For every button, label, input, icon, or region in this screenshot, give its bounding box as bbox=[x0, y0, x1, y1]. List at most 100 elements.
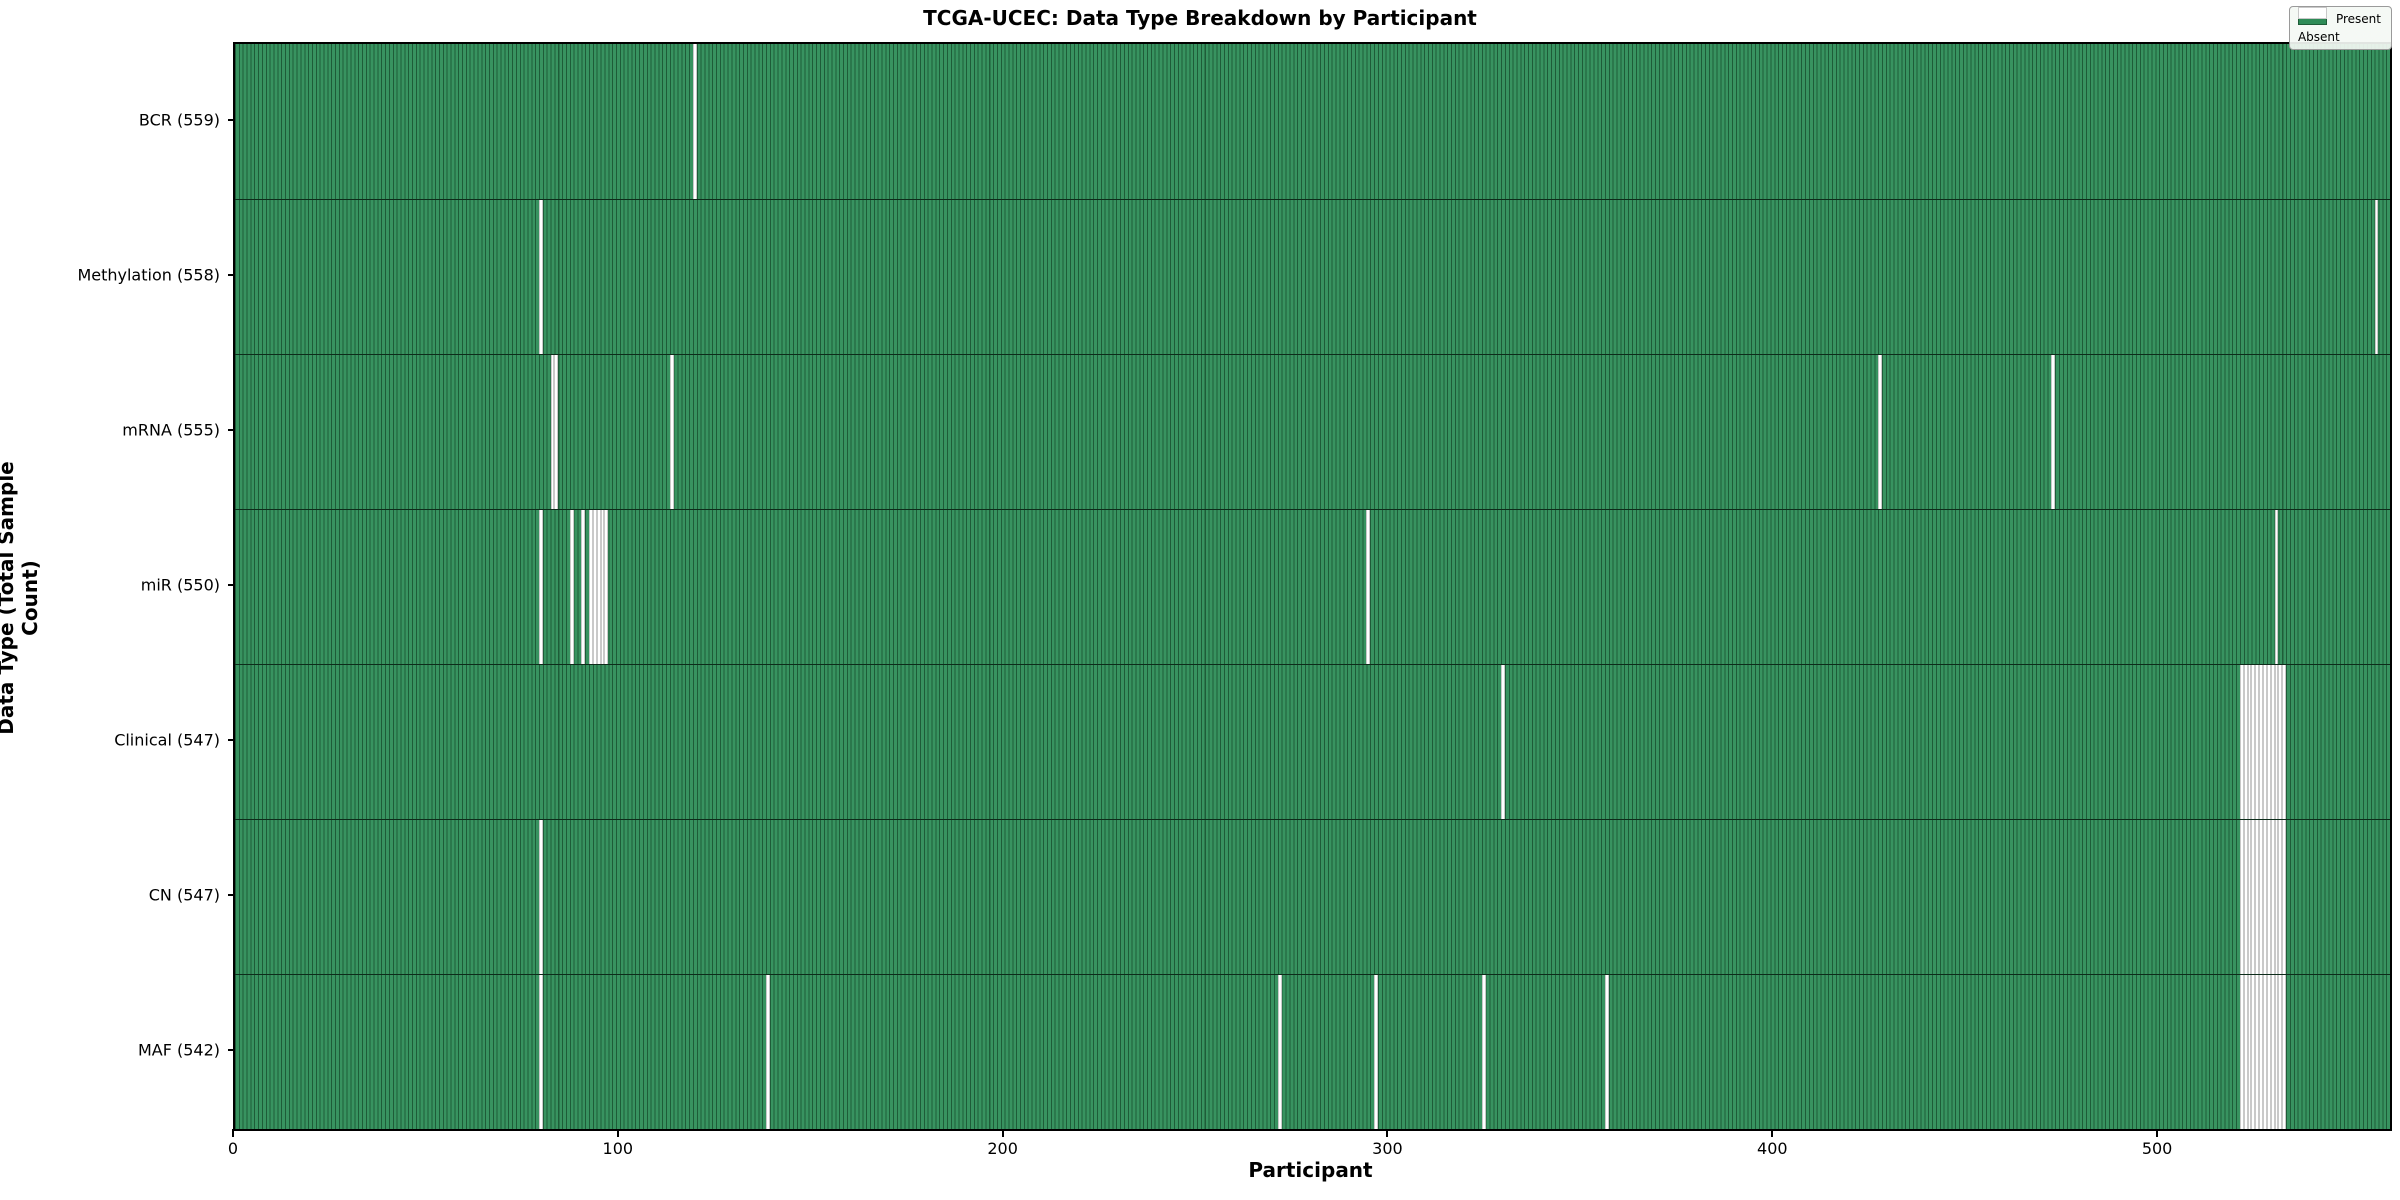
legend-absent-label: Absent bbox=[2297, 30, 2340, 44]
y-axis-label: Data Type (Total Sample Count) bbox=[0, 461, 42, 735]
absent-cell bbox=[2266, 820, 2271, 974]
absent-cell bbox=[2251, 975, 2256, 1129]
absent-cell bbox=[2259, 820, 2263, 974]
row-Clinical bbox=[235, 664, 2390, 819]
absent-cell bbox=[539, 510, 543, 664]
absent-cell bbox=[2282, 820, 2287, 974]
absent-swatch-icon bbox=[2297, 7, 2327, 19]
absent-cell bbox=[2255, 665, 2260, 819]
absent-cell bbox=[2270, 665, 2275, 819]
absent-cell bbox=[2263, 975, 2267, 1129]
absent-cell bbox=[550, 355, 555, 509]
absent-cell bbox=[2255, 975, 2260, 1129]
x-tick-label-100: 100 bbox=[602, 1139, 634, 1158]
absent-cell bbox=[2239, 665, 2244, 819]
absent-cell bbox=[2251, 820, 2256, 974]
absent-cell bbox=[2247, 820, 2252, 974]
absent-cell bbox=[589, 510, 593, 664]
y-tick-mark bbox=[228, 583, 235, 586]
y-tick-mark bbox=[228, 118, 235, 121]
row-BCR bbox=[235, 44, 2390, 199]
absent-cell bbox=[2259, 975, 2263, 1129]
y-tick-label-Methylation: Methylation (558) bbox=[77, 265, 220, 284]
absent-cell bbox=[2282, 665, 2287, 819]
absent-cell bbox=[2278, 820, 2283, 974]
absent-cell bbox=[604, 510, 609, 664]
x-tick-label-0: 0 bbox=[227, 1139, 239, 1158]
x-tick-mark bbox=[2156, 1129, 2159, 1137]
absent-cell bbox=[2278, 665, 2283, 819]
absent-cell bbox=[2274, 510, 2279, 664]
absent-cell bbox=[2274, 665, 2279, 819]
x-tick-label-400: 400 bbox=[1757, 1139, 1788, 1158]
absent-cell bbox=[539, 820, 543, 974]
absent-cell bbox=[1878, 355, 1883, 509]
legend: Present Absent bbox=[2288, 6, 2392, 50]
absent-cell bbox=[2374, 200, 2379, 354]
x-tick-mark bbox=[232, 1129, 234, 1137]
absent-cell bbox=[2239, 975, 2244, 1129]
absent-cell bbox=[2270, 820, 2275, 974]
absent-cell bbox=[2251, 665, 2256, 819]
absent-cell bbox=[1366, 510, 1371, 664]
absent-cell bbox=[2243, 820, 2248, 974]
y-tick-mark bbox=[228, 738, 235, 741]
absent-cell bbox=[2274, 820, 2279, 974]
absent-cell bbox=[2274, 975, 2279, 1129]
absent-cell bbox=[2247, 975, 2252, 1129]
absent-cell bbox=[2239, 820, 2244, 974]
x-tick-mark bbox=[1001, 1129, 1004, 1137]
absent-cell bbox=[2243, 975, 2248, 1129]
absent-cell bbox=[2282, 975, 2287, 1129]
absent-cell bbox=[1374, 975, 1378, 1129]
absent-cell bbox=[2051, 355, 2056, 509]
y-tick-mark bbox=[228, 893, 235, 896]
absent-cell bbox=[2247, 665, 2252, 819]
absent-cell bbox=[2278, 975, 2283, 1129]
x-tick-mark bbox=[1386, 1129, 1389, 1137]
row-mRNA bbox=[235, 354, 2390, 509]
y-tick-label-miR: miR (550) bbox=[140, 575, 220, 594]
absent-cell bbox=[2255, 820, 2260, 974]
absent-cell bbox=[592, 510, 597, 664]
absent-cell bbox=[539, 200, 543, 354]
absent-cell bbox=[669, 355, 674, 509]
x-tick-label-300: 300 bbox=[1372, 1139, 1403, 1158]
row-miR bbox=[235, 509, 2390, 664]
absent-cell bbox=[2243, 665, 2248, 819]
x-tick-mark bbox=[1771, 1129, 1774, 1137]
absent-cell bbox=[2259, 665, 2263, 819]
x-tick-label-500: 500 bbox=[2141, 1139, 2173, 1158]
absent-cell bbox=[1277, 975, 1282, 1129]
legend-present-label: Present bbox=[2335, 12, 2381, 26]
y-tick-mark bbox=[228, 428, 235, 431]
absent-cell bbox=[2266, 665, 2271, 819]
y-tick-label-Clinical: Clinical (547) bbox=[114, 730, 220, 749]
absent-cell bbox=[766, 975, 770, 1129]
absent-cell bbox=[2263, 665, 2267, 819]
absent-cell bbox=[1604, 975, 1609, 1129]
absent-cell bbox=[581, 510, 586, 664]
y-tick-label-CN: CN (547) bbox=[148, 885, 220, 904]
absent-cell bbox=[2266, 975, 2271, 1129]
y-tick-label-mRNA: mRNA (555) bbox=[122, 420, 220, 439]
x-tick-mark bbox=[616, 1129, 619, 1137]
absent-cell bbox=[1481, 975, 1486, 1129]
legend-item-absent: Absent bbox=[2297, 7, 2381, 44]
absent-cell bbox=[692, 44, 697, 199]
y-tick-mark bbox=[228, 1048, 235, 1051]
absent-cell bbox=[569, 510, 574, 664]
absent-cell bbox=[1501, 665, 1505, 819]
x-tick-label-200: 200 bbox=[987, 1139, 1018, 1158]
absent-cell bbox=[554, 355, 559, 509]
absent-cell bbox=[2263, 820, 2267, 974]
absent-cell bbox=[600, 510, 605, 664]
row-CN bbox=[235, 819, 2390, 974]
y-tick-mark bbox=[228, 273, 235, 276]
row-Methylation bbox=[235, 199, 2390, 354]
y-tick-label-BCR: BCR (559) bbox=[138, 110, 220, 129]
x-axis-label: Participant bbox=[1248, 1158, 1373, 1182]
absent-cell bbox=[2270, 975, 2275, 1129]
absent-cell bbox=[539, 975, 543, 1129]
